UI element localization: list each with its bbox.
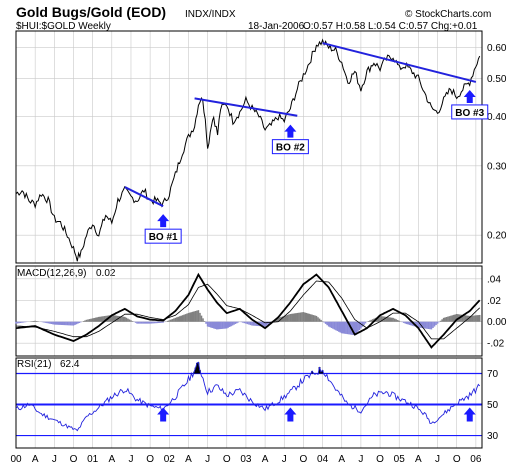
breakout-arrow-icon [284,124,297,138]
x-tick-label: A [108,454,115,465]
macd-y-tick-label: 0.00 [487,317,507,328]
breakout-label-box [144,228,182,244]
x-tick-label: J [282,454,287,465]
exchange-label: INDX/INDX [185,9,236,20]
rsi-line [15,361,481,432]
x-tick-label: O [70,454,78,465]
x-tick-label: O [146,454,154,465]
macd-y-tick-label: .04 [487,274,501,285]
x-tick-label: A [262,454,269,465]
x-tick-label: 06 [470,454,482,465]
x-tick-label: O [300,454,308,465]
x-tick-label: J [358,454,363,465]
x-tick-label: J [435,454,440,465]
x-tick-label: 04 [317,454,329,465]
price-y-tick-label: 0.40 [487,112,507,123]
rsi-y-tick-label: 70 [487,369,499,380]
rsi-panel-frame [15,357,483,449]
rsi-arrow-icon [463,407,476,422]
price-panel-frame [15,30,483,264]
rsi-y-tick-label: 50 [487,400,499,411]
x-tick-label: J [52,454,57,465]
x-tick-label: O [376,454,384,465]
x-tick-label: 02 [164,454,176,465]
date-label: 18-Jan-2006 [248,21,305,32]
breakout-label: BO #3 [455,108,484,119]
breakout-label-box [451,104,489,120]
breakout-label-box [271,139,309,155]
chart-title: Gold Bugs/Gold (EOD) [16,4,166,20]
x-tick-label: A [415,454,422,465]
macd-signal-line [15,280,480,340]
macd-value: 0.02 [96,268,116,279]
macd-panel-frame [15,265,483,357]
x-tick-label: A [32,454,39,465]
breakout-arrow-icon [157,214,170,228]
rsi-value: 62.4 [60,359,80,370]
price-y-tick-label: 0.60 [487,43,507,54]
x-tick-label: J [205,454,210,465]
rsi-arrow-icon [157,407,170,422]
trendline [194,97,298,117]
x-tick-label: O [453,454,461,465]
x-tick-label: 03 [240,454,252,465]
price-y-tick-label: 0.20 [487,231,507,242]
x-tick-label: J [128,454,133,465]
x-tick-label: 00 [10,454,22,465]
price-line [15,38,481,262]
breakout-arrow-icon [463,89,476,103]
macd-title: MACD(12,26,9) [17,268,86,279]
ohlc-label: O:0.57 H:0.58 L:0.54 C:0.57 Chg:+0.01 [303,21,478,32]
x-tick-label: A [338,454,345,465]
macd-line [15,272,481,349]
plot-area: 0.60 0.50 0.40 0.30 0.20 .04 .02 0.00 -.02 70 50 30… [10,30,507,465]
trendline [124,186,164,208]
rsi-title: RSI(21) [17,359,51,370]
breakout-label: BO #1 [149,232,178,243]
symbol-label: $HUI:$GOLD Weekly [16,21,111,32]
x-tick-label: 05 [394,454,406,465]
watermark: © StockCharts.com [405,9,491,20]
trendline [322,42,477,83]
x-tick-label: A [185,454,192,465]
macd-y-tick-label: .02 [487,296,501,307]
breakout-label: BO #2 [276,143,305,154]
rsi-arrow-icon [284,407,297,422]
x-tick-label: O [223,454,231,465]
macd-y-tick-label: -.02 [487,339,505,350]
price-y-tick-label: 0.50 [487,74,507,85]
x-tick-label: 01 [87,454,99,465]
rsi-y-tick-label: 30 [487,431,499,442]
price-y-tick-label: 0.30 [487,161,507,172]
